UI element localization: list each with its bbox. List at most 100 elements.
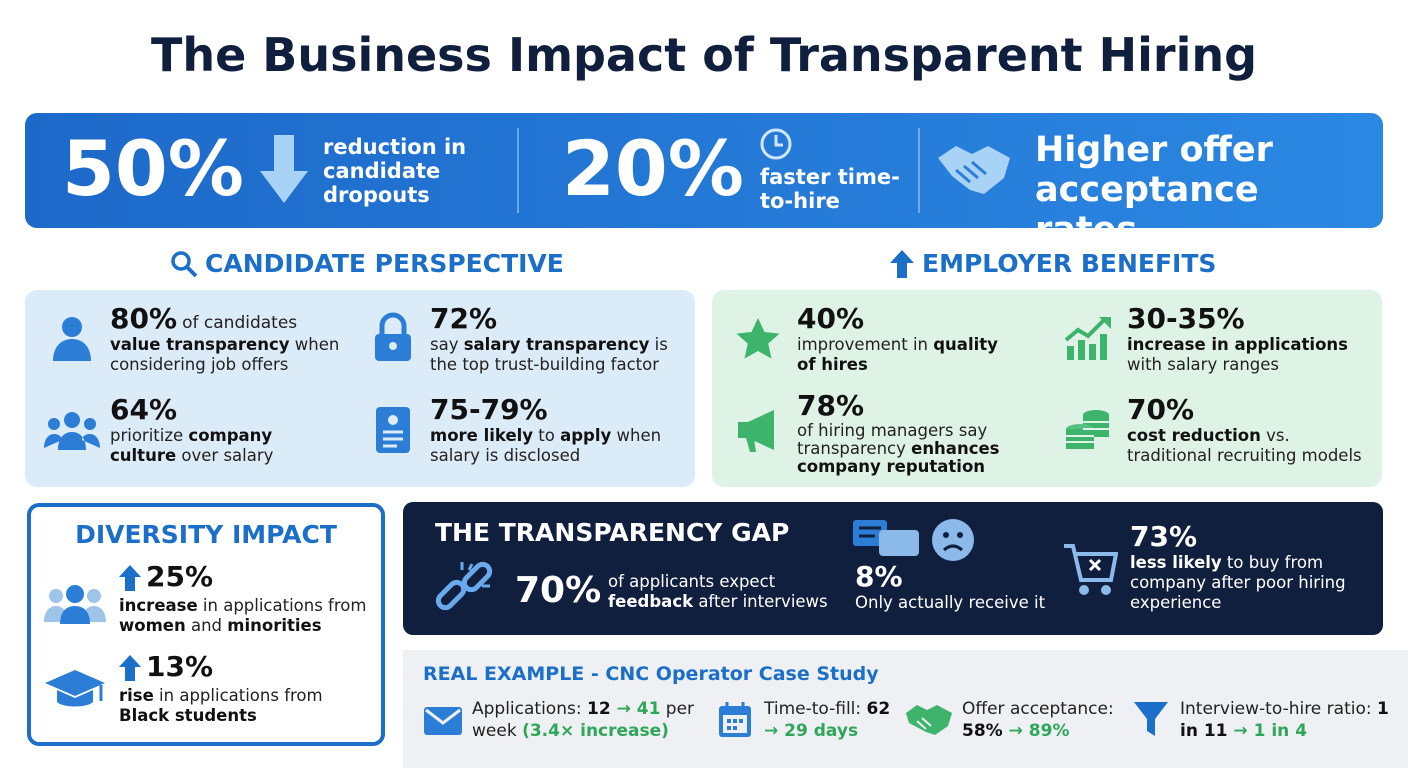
gap-stat: 8% Only actually receive it (855, 560, 1065, 613)
icon-cart (1064, 544, 1118, 595)
text-segment: → 29 days (764, 699, 897, 741)
text-segment: enhances company reputation (797, 439, 1006, 476)
text-segment: quality of hires (797, 335, 1004, 374)
banner (25, 113, 1383, 228)
icon-lock (375, 312, 411, 361)
icon-handshake (906, 705, 952, 735)
stat-text: prioritize company culture over salary (110, 426, 310, 466)
text-segment: → 89% (1002, 721, 1070, 741)
text-segment: improvement in (797, 335, 934, 354)
section-heading: REAL EXAMPLE - CNC Operator Case Study (423, 663, 879, 685)
banner-text: faster time-to-hire (760, 165, 900, 213)
text-segment: Time-to-fill: (764, 699, 867, 719)
stat: 30-35% increase in applications with sala… (1127, 302, 1367, 375)
text-segment: vs. traditional recruiting models (1127, 426, 1362, 465)
text-segment: 12 (586, 699, 611, 719)
text-segment: over salary (176, 446, 274, 465)
divider (918, 128, 920, 213)
stat-value: 30-35% (1127, 302, 1245, 335)
text-segment: of applicants expect (608, 572, 781, 591)
icon-up-arrow (119, 655, 141, 681)
section-heading: THE TRANSPARENCY GAP (435, 518, 790, 547)
stat-value: 40% (797, 302, 865, 335)
icon-up-arrow (890, 250, 914, 278)
section-heading: EMPLOYER BENEFITS (922, 249, 1217, 278)
stat: 72% say salary transparency is the top tr… (430, 302, 680, 375)
employer-panel (712, 290, 1382, 487)
stat-value: 64% (110, 393, 178, 426)
stat: 80% of candidates value transparency when… (110, 302, 350, 375)
example-panel (403, 650, 1408, 768)
text-segment: increase in applications (1127, 335, 1348, 354)
text-segment: 1 in 11 (1180, 699, 1395, 741)
stat-value: 73% (1130, 520, 1198, 553)
stat-value: 80% (110, 302, 178, 335)
icon-star (736, 318, 780, 359)
stat-text: of applicants expect feedback after inte… (608, 572, 838, 612)
text-segment: apply (560, 426, 612, 445)
stat-value: 25% (146, 560, 213, 593)
stat: 70% cost reduction vs. traditional recrui… (1127, 393, 1372, 466)
banner-text: Higher offer acceptance rates (1035, 130, 1273, 250)
icon-up-arrow (119, 565, 141, 591)
text-segment: (3.4× increase) (522, 721, 669, 741)
icon-graduation (45, 670, 105, 707)
text-segment: women (119, 616, 186, 635)
stat-value: 70% (1127, 393, 1195, 426)
stat-value: 72% (430, 302, 498, 335)
stat-value: 8% (855, 560, 903, 593)
icon-coins (1066, 410, 1109, 449)
stat: 40% improvement in quality of hires (797, 302, 1017, 375)
icon-clock (760, 128, 792, 160)
icon-broken-link (435, 561, 493, 611)
stat-value: 25% (146, 560, 214, 593)
text-segment: Only actually receive it (855, 593, 1046, 612)
stat: 78% of hiring managers say transparency e… (797, 389, 1022, 476)
gap-stat: 73% less likely to buy from company after… (1130, 520, 1370, 613)
stat: 64% prioritize company culture over salar… (110, 393, 310, 466)
icon-calendar (719, 702, 751, 737)
diversity-panel (27, 503, 385, 746)
banner-value: 50% (62, 124, 244, 213)
text-segment: of hiring managers say transparency (797, 421, 993, 458)
stat-text: cost reduction vs. traditional recruitin… (1127, 426, 1372, 466)
icon-mail (424, 707, 462, 735)
icon-chat-sad (853, 519, 974, 561)
text-segment: value transparency (110, 335, 290, 354)
text-segment: rise (119, 686, 154, 705)
example-text: Time-to-fill: 62 → 29 days (764, 698, 899, 742)
text-segment: with salary ranges (1127, 335, 1354, 374)
text-segment: to buy from company after poor hiring ex… (1130, 553, 1351, 612)
text-segment: → 41 (610, 699, 661, 719)
icon-funnel (1134, 702, 1168, 736)
stat-text: increase in applications with salary ran… (1127, 335, 1367, 375)
stat-text: say salary transparency is the top trust… (430, 335, 680, 375)
section-heading: DIVERSITY IMPACT (75, 520, 337, 549)
gap-stat: 70% (515, 570, 601, 611)
icon-group (44, 412, 100, 450)
gap-panel (403, 502, 1383, 635)
banner-value: 20% (562, 124, 744, 213)
text-segment: when considering job offers (110, 335, 345, 374)
banner-text: reduction in candidate dropouts (323, 135, 467, 207)
candidate-panel (25, 290, 695, 487)
stat-value: 78% (797, 389, 865, 422)
text-segment: increase (119, 596, 198, 615)
icon-person (53, 317, 91, 361)
text-segment: → 1 in 4 (1227, 721, 1308, 741)
icon-down-arrow (260, 135, 308, 203)
text-segment: when salary is disclosed (430, 426, 667, 465)
text-segment: less likely (1130, 553, 1222, 572)
example-text: Interview-to-hire ratio: 1 in 11 → 1 in … (1180, 698, 1390, 742)
text-segment: Applications: (472, 699, 587, 719)
text-segment: Black students (119, 706, 257, 725)
example-text: Applications: 12 → 41 per week (3.4× inc… (472, 698, 702, 742)
text-segment: Offer acceptance: (962, 699, 1120, 719)
stat-value: 70% (515, 570, 602, 611)
stat-text: of hiring managers say transparency enha… (797, 422, 1022, 476)
stat-value: 75-79% (430, 393, 548, 426)
stat-text: increase in applications from women and … (119, 596, 369, 636)
text-segment: and (185, 616, 228, 635)
text-segment: 62 (866, 699, 891, 719)
